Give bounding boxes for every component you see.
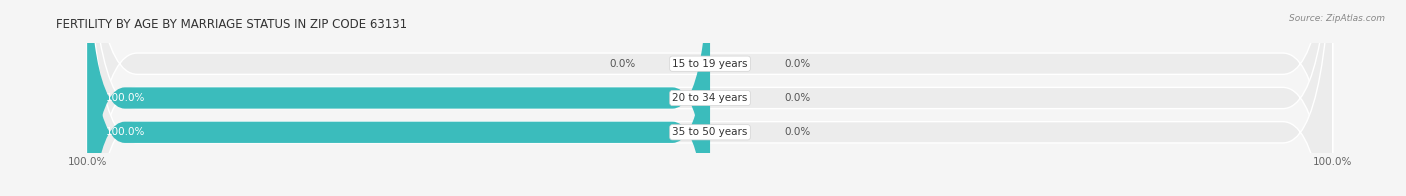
Text: 15 to 19 years: 15 to 19 years xyxy=(672,59,748,69)
Text: 0.0%: 0.0% xyxy=(785,59,811,69)
FancyBboxPatch shape xyxy=(87,0,1333,196)
FancyBboxPatch shape xyxy=(87,0,1333,196)
Text: 0.0%: 0.0% xyxy=(785,93,811,103)
Text: 20 to 34 years: 20 to 34 years xyxy=(672,93,748,103)
Text: 35 to 50 years: 35 to 50 years xyxy=(672,127,748,137)
Text: 0.0%: 0.0% xyxy=(609,59,636,69)
Text: FERTILITY BY AGE BY MARRIAGE STATUS IN ZIP CODE 63131: FERTILITY BY AGE BY MARRIAGE STATUS IN Z… xyxy=(56,18,408,31)
FancyBboxPatch shape xyxy=(87,0,1333,196)
Text: 0.0%: 0.0% xyxy=(785,127,811,137)
Text: Source: ZipAtlas.com: Source: ZipAtlas.com xyxy=(1289,14,1385,23)
Text: 100.0%: 100.0% xyxy=(105,93,145,103)
Text: 100.0%: 100.0% xyxy=(105,127,145,137)
FancyBboxPatch shape xyxy=(87,0,710,196)
FancyBboxPatch shape xyxy=(87,0,710,196)
